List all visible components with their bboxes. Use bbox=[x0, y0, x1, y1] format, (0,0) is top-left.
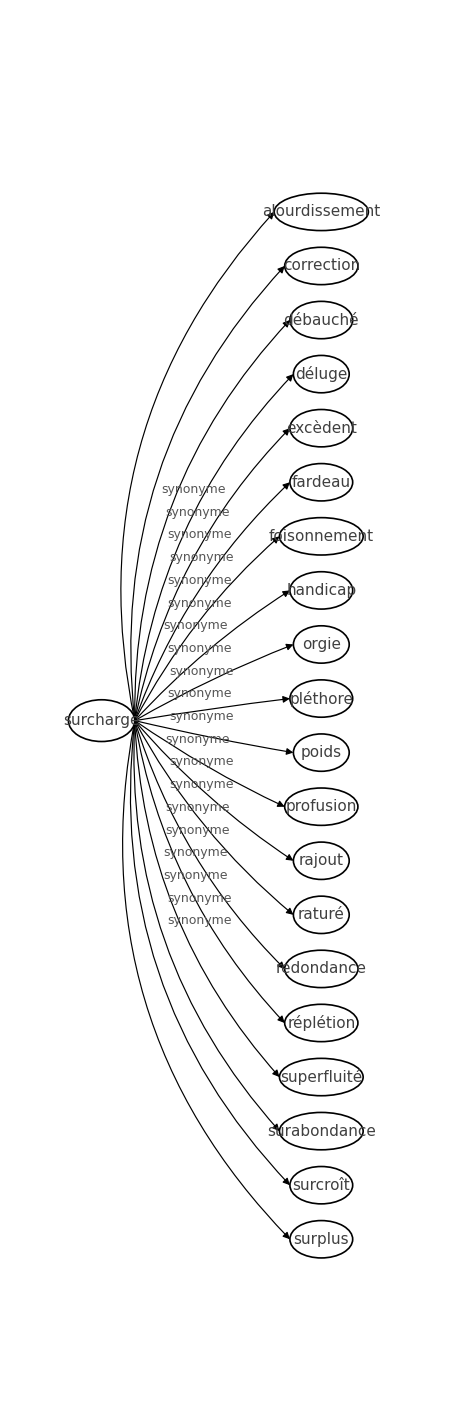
Text: surcharge: surcharge bbox=[63, 714, 140, 728]
FancyArrowPatch shape bbox=[135, 591, 289, 721]
FancyArrowPatch shape bbox=[135, 645, 292, 721]
Ellipse shape bbox=[293, 626, 349, 664]
FancyArrowPatch shape bbox=[135, 721, 284, 968]
Text: superfluité: superfluité bbox=[280, 1069, 362, 1085]
Text: synonyme: synonyme bbox=[169, 755, 234, 769]
FancyArrowPatch shape bbox=[122, 721, 289, 1239]
Text: fardeau: fardeau bbox=[292, 475, 351, 489]
Text: synonyme: synonyme bbox=[166, 801, 230, 813]
Text: synonyme: synonyme bbox=[168, 642, 232, 655]
FancyArrowPatch shape bbox=[135, 721, 292, 755]
Text: handicap: handicap bbox=[286, 582, 356, 598]
Ellipse shape bbox=[279, 1113, 363, 1150]
Ellipse shape bbox=[274, 193, 369, 231]
Ellipse shape bbox=[279, 518, 363, 555]
FancyArrowPatch shape bbox=[135, 430, 289, 721]
Ellipse shape bbox=[290, 679, 353, 718]
Text: synonyme: synonyme bbox=[166, 823, 230, 836]
Ellipse shape bbox=[290, 410, 353, 447]
Ellipse shape bbox=[290, 1166, 353, 1204]
Text: synonyme: synonyme bbox=[166, 733, 230, 746]
Text: synonyme: synonyme bbox=[168, 915, 232, 928]
Text: synonyme: synonyme bbox=[169, 778, 234, 791]
FancyArrowPatch shape bbox=[135, 721, 292, 913]
Ellipse shape bbox=[285, 247, 358, 284]
Text: débauché: débauché bbox=[284, 313, 359, 328]
FancyArrowPatch shape bbox=[135, 321, 289, 721]
FancyArrowPatch shape bbox=[135, 721, 279, 1076]
Text: excèdent: excèdent bbox=[286, 421, 357, 435]
Text: synonyme: synonyme bbox=[168, 596, 232, 609]
Text: synonyme: synonyme bbox=[168, 528, 232, 541]
Ellipse shape bbox=[293, 355, 349, 392]
FancyArrowPatch shape bbox=[130, 721, 289, 1184]
Ellipse shape bbox=[290, 572, 353, 609]
FancyArrowPatch shape bbox=[135, 721, 284, 1022]
Text: synonyme: synonyme bbox=[163, 619, 228, 632]
Text: correction: correction bbox=[283, 258, 360, 274]
Ellipse shape bbox=[293, 896, 349, 933]
Text: synonyme: synonyme bbox=[168, 688, 232, 701]
Text: surabondance: surabondance bbox=[267, 1123, 376, 1139]
Text: surplus: surplus bbox=[293, 1232, 349, 1247]
FancyArrowPatch shape bbox=[135, 696, 288, 721]
FancyArrowPatch shape bbox=[134, 721, 279, 1130]
Ellipse shape bbox=[293, 842, 349, 879]
Text: synonyme: synonyme bbox=[161, 482, 225, 497]
Text: surcroît: surcroît bbox=[292, 1177, 350, 1193]
Text: synonyme: synonyme bbox=[169, 665, 234, 678]
Text: redondance: redondance bbox=[276, 962, 367, 976]
Ellipse shape bbox=[285, 1005, 358, 1042]
FancyArrowPatch shape bbox=[121, 213, 273, 721]
FancyArrowPatch shape bbox=[135, 375, 292, 721]
Ellipse shape bbox=[290, 301, 353, 338]
Ellipse shape bbox=[279, 1059, 363, 1096]
Text: profusion: profusion bbox=[286, 799, 357, 815]
Text: synonyme: synonyme bbox=[168, 574, 232, 586]
Ellipse shape bbox=[285, 950, 358, 987]
FancyArrowPatch shape bbox=[135, 721, 292, 860]
Text: rajout: rajout bbox=[299, 853, 344, 868]
Text: synonyme: synonyme bbox=[169, 711, 234, 723]
FancyArrowPatch shape bbox=[135, 484, 289, 721]
Text: synonyme: synonyme bbox=[169, 551, 234, 564]
Text: poids: poids bbox=[301, 745, 342, 761]
Text: alourdissement: alourdissement bbox=[262, 204, 380, 220]
Text: orgie: orgie bbox=[302, 636, 341, 652]
Ellipse shape bbox=[285, 788, 358, 825]
Text: foisonnement: foisonnement bbox=[269, 529, 374, 544]
Text: raturé: raturé bbox=[298, 908, 345, 922]
Ellipse shape bbox=[290, 1220, 353, 1259]
Text: synonyme: synonyme bbox=[166, 505, 230, 518]
Ellipse shape bbox=[68, 699, 135, 742]
Ellipse shape bbox=[293, 733, 349, 772]
Text: synonyme: synonyme bbox=[163, 869, 228, 882]
Ellipse shape bbox=[290, 464, 353, 501]
FancyArrowPatch shape bbox=[135, 721, 284, 806]
Text: déluge: déluge bbox=[295, 367, 347, 382]
FancyArrowPatch shape bbox=[135, 537, 279, 721]
Text: pléthore: pléthore bbox=[289, 691, 353, 706]
FancyArrowPatch shape bbox=[131, 267, 284, 721]
Text: réplétion: réplétion bbox=[287, 1015, 356, 1030]
Text: synonyme: synonyme bbox=[168, 892, 232, 905]
Text: synonyme: synonyme bbox=[163, 846, 228, 859]
